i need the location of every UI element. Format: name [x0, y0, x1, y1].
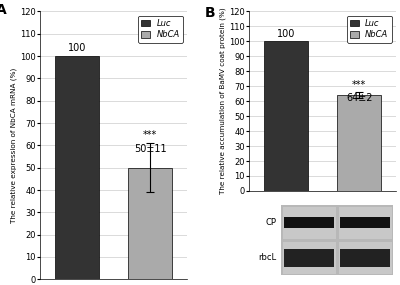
Text: 100: 100: [276, 29, 295, 39]
Bar: [339, 242, 392, 274]
Bar: [55, 56, 99, 279]
Text: A: A: [0, 3, 7, 17]
Bar: [281, 205, 393, 240]
Bar: [128, 168, 172, 279]
Bar: [337, 95, 381, 191]
Text: ***: ***: [143, 130, 158, 140]
Text: 100: 100: [68, 43, 86, 53]
Bar: [283, 242, 336, 274]
Bar: [340, 217, 390, 228]
Text: ***: ***: [352, 80, 366, 90]
Bar: [340, 249, 390, 266]
Bar: [281, 240, 393, 275]
Legend: Luc, NbCA: Luc, NbCA: [138, 16, 183, 43]
Bar: [284, 217, 334, 228]
Text: CP: CP: [266, 218, 277, 227]
Text: 50±11: 50±11: [134, 144, 167, 154]
Y-axis label: The relative expression of NbCA mRNA (%): The relative expression of NbCA mRNA (%): [11, 68, 17, 223]
Text: 64±2: 64±2: [346, 93, 372, 103]
Text: rbcL: rbcL: [259, 253, 277, 262]
Legend: Luc, NbCA: Luc, NbCA: [347, 16, 392, 43]
Text: B: B: [205, 6, 215, 20]
Bar: [264, 41, 308, 191]
Y-axis label: The relative accumulation of BaMV coat protein (%): The relative accumulation of BaMV coat p…: [220, 8, 226, 194]
Bar: [339, 207, 392, 239]
Bar: [283, 207, 336, 239]
Bar: [284, 249, 334, 266]
